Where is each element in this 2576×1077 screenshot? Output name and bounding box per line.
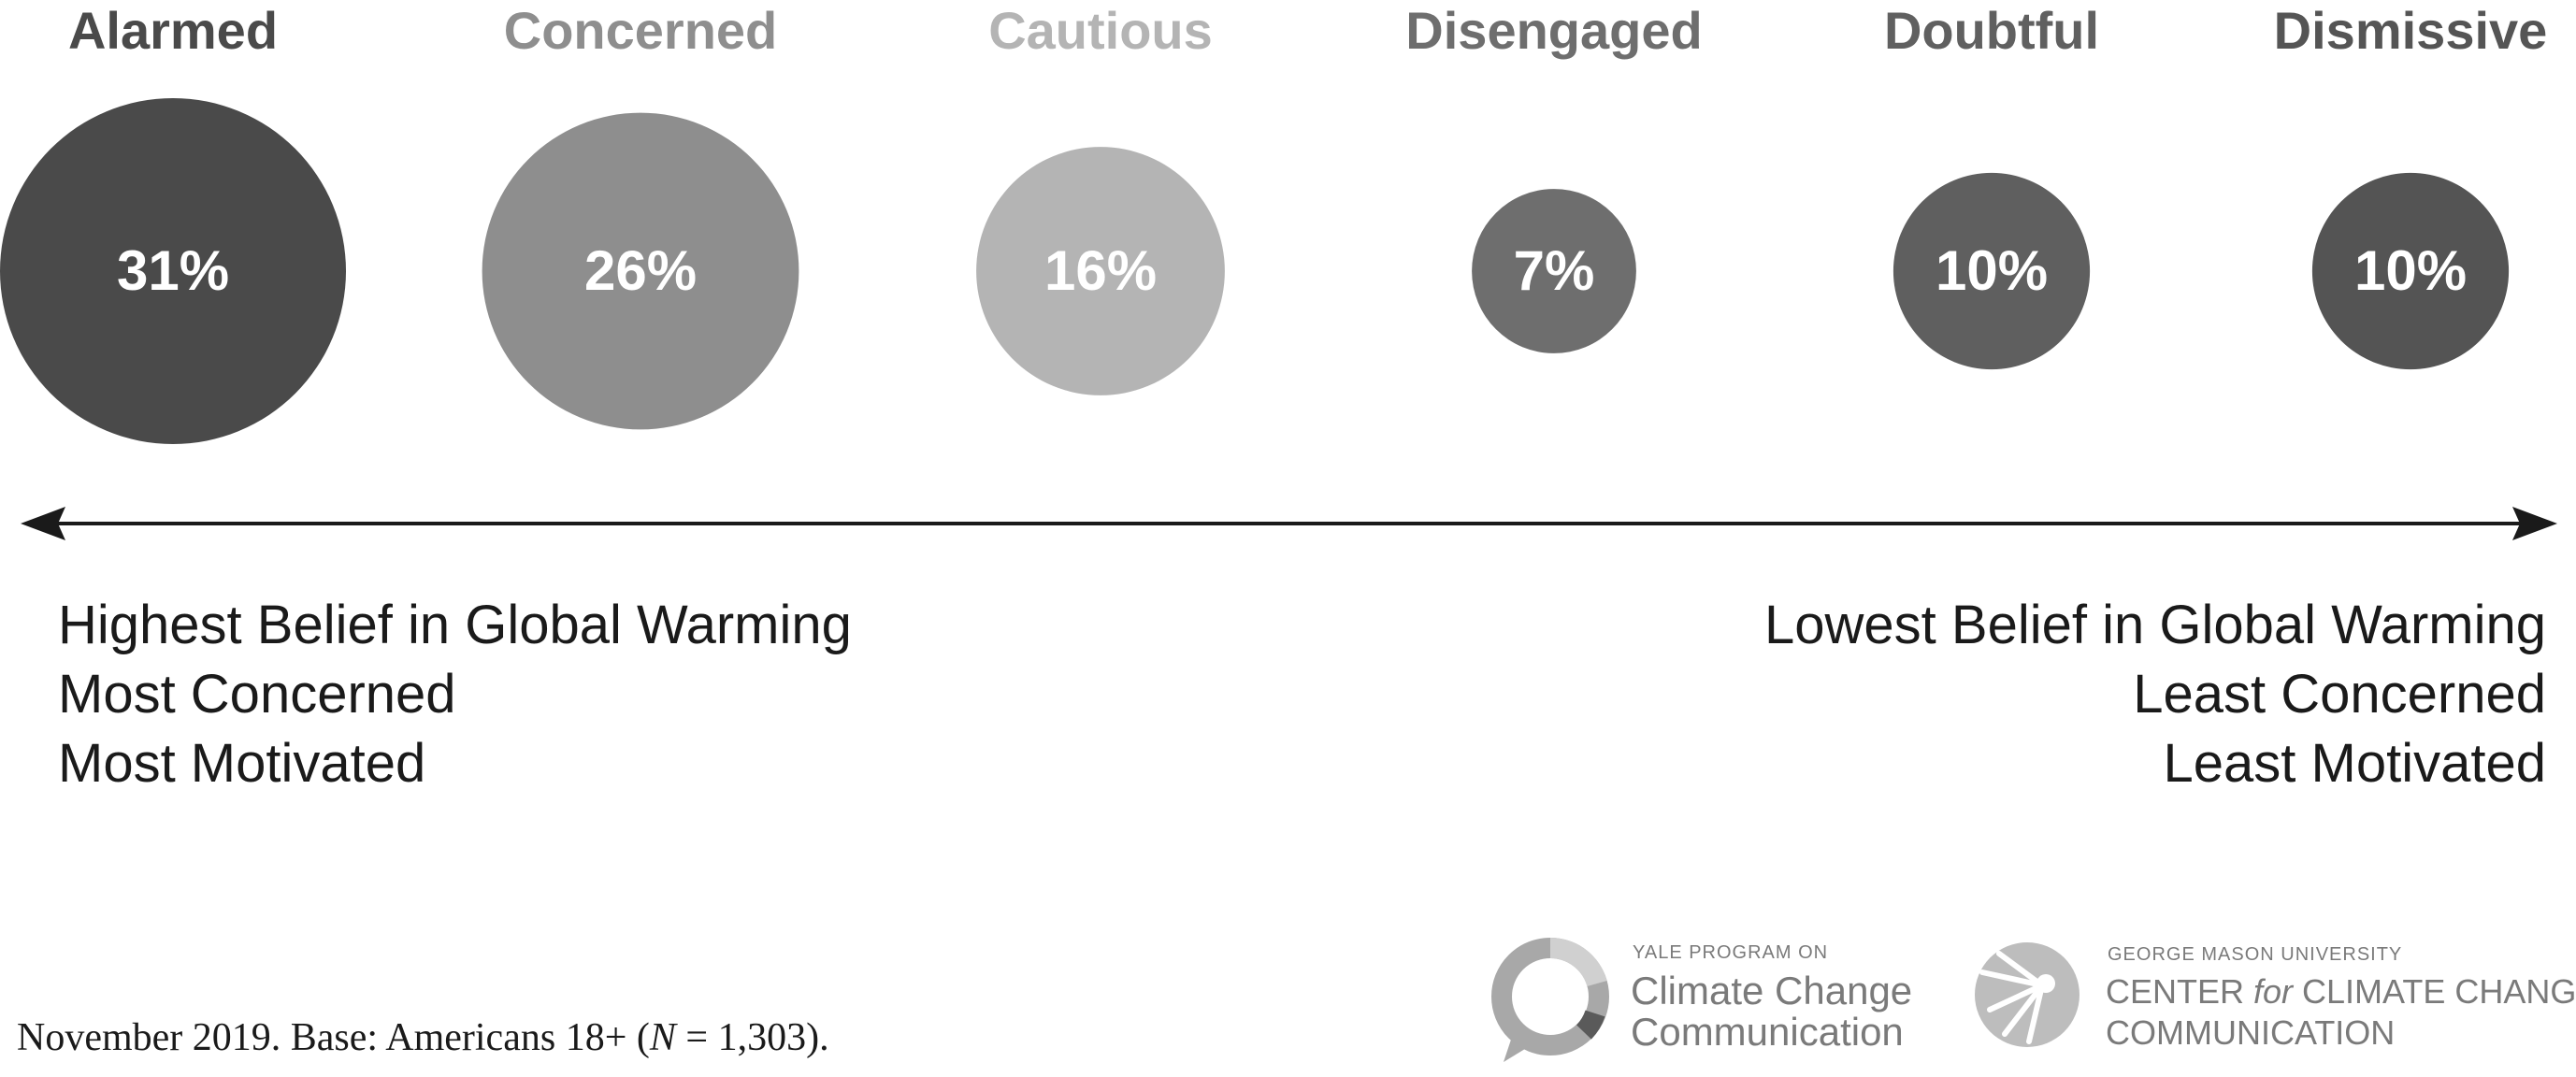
gmu-climate-logo: GEORGE MASON UNIVERSITY CENTER for CLIMA… [1962,931,2576,1071]
yale-communication: Communication [1631,1010,1904,1054]
gmu-communication: COMMUNICATION [2106,1013,2396,1052]
high-belief-description: Highest Belief in Global Warming Most Co… [58,591,852,798]
arrow-right-head [2512,507,2557,540]
segment-bubbles [0,98,2510,444]
footnote-sample-size: = 1,303). [675,1016,829,1059]
alarmed-percentage: 31% [117,239,229,302]
dismissive-bubble [2311,172,2510,370]
gmu-sunburst-icon [1975,942,2080,1047]
doubtful-percentage: 10% [1936,239,2048,302]
segment-labels: Alarmed Concerned Cautious Disengaged Doubtf… [68,1,2547,60]
cautious-label: Cautious [988,1,1213,60]
alarmed-bubble [0,98,346,444]
dismissive-percentage: 10% [2354,239,2467,302]
belief-scale-arrow [21,507,2557,540]
most-motivated-line: Most Motivated [58,733,426,794]
gmu-center-line: CENTER for CLIMATE CHANGE [2106,972,2576,1012]
concerned-label: Concerned [504,1,778,60]
percentage-labels: 31% 26% 16% 7% 10% 10% [117,239,2467,302]
dismissive-label: Dismissive [2274,1,2548,60]
arrow-left-head [21,507,65,540]
footnote-date-base: November 2019. Base: Americans 18+ ( [17,1016,650,1059]
least-motivated-line: Least Motivated [2163,733,2546,794]
yale-speech-ring-icon [1491,938,1609,1062]
yale-climate-change: Climate Change [1631,969,1913,1012]
disengaged-percentage: 7% [1514,239,1595,302]
low-belief-description: Lowest Belief in Global Warming Least Co… [1764,591,2546,798]
disengaged-bubble [1472,189,1636,353]
low-belief-line: Lowest Belief in Global Warming [1764,595,2546,655]
disengaged-label: Disengaged [1405,1,1702,60]
doubtful-label: Doubtful [1884,1,2099,60]
concerned-percentage: 26% [584,239,697,302]
alarmed-label: Alarmed [68,1,278,60]
yale-program-label: YALE PROGRAM ON [1633,942,1829,963]
concerned-bubble [482,112,799,430]
gmu-climate-words: CLIMATE CHANGE [2293,972,2576,1011]
most-concerned-line: Most Concerned [58,664,456,725]
gmu-for-word: for [2253,972,2294,1011]
cautious-percentage: 16% [1044,239,1157,302]
cautious-bubble [976,147,1225,395]
survey-footnote: November 2019. Base: Americans 18+ (N = … [17,1015,829,1060]
gmu-center-word: CENTER [2106,972,2254,1011]
footnote-n-symbol: N [649,1016,676,1059]
high-belief-line: Highest Belief in Global Warming [58,595,852,655]
yale-climate-logo: YALE PROGRAM ON Climate Change Communica… [1483,931,1922,1071]
doubtful-bubble [1892,172,2091,370]
gmu-university-label: GEORGE MASON UNIVERSITY [2108,944,2403,965]
least-concerned-line: Least Concerned [2133,664,2546,725]
